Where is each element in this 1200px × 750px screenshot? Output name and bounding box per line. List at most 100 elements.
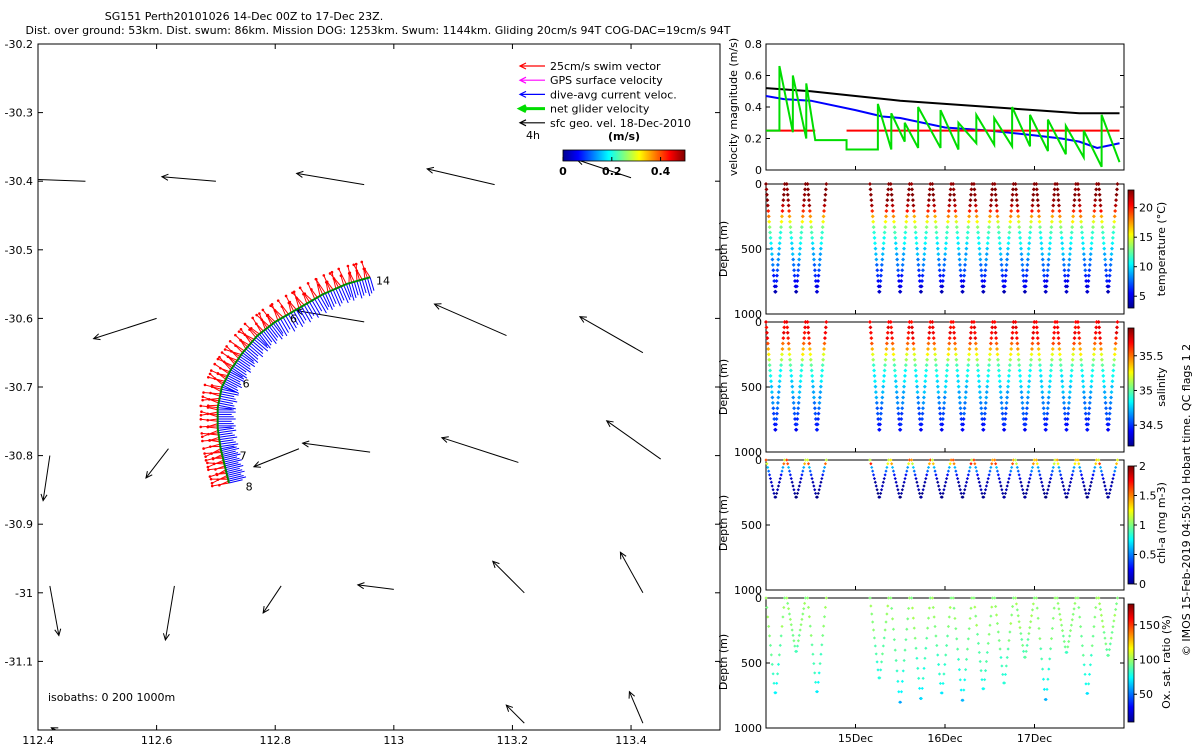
profile-point [1027, 235, 1032, 240]
profile-point [1107, 273, 1112, 278]
profile-point [927, 462, 931, 466]
profile-point [808, 352, 813, 357]
profile-point [1055, 325, 1060, 330]
profile-point [1090, 476, 1094, 481]
profile-point [936, 480, 940, 484]
profile-point [777, 241, 782, 246]
profile-point [992, 320, 997, 324]
profile-point [1015, 208, 1020, 213]
dac-vector [229, 371, 245, 380]
dac-vector [253, 338, 269, 352]
profile-point [988, 341, 993, 346]
profile-point [914, 379, 919, 384]
profile-point [976, 368, 981, 373]
swim-vector-head [211, 456, 215, 460]
profile-point [1042, 687, 1046, 691]
profile-point [1011, 187, 1016, 192]
profile-point [937, 406, 942, 411]
swim-vector-head [237, 330, 241, 333]
profile-point [1101, 373, 1106, 378]
profile-point [1002, 422, 1007, 427]
profile-point [1109, 252, 1114, 257]
profile-point [1098, 336, 1103, 341]
dac-vector [272, 323, 284, 337]
profile-point [1025, 257, 1030, 262]
profile-point [785, 458, 789, 462]
profile-point [931, 330, 936, 335]
profile-point [822, 336, 827, 341]
panel-x-tick-label: 16Dec [927, 732, 962, 745]
profile-point [1007, 368, 1012, 373]
dac-vector [225, 463, 241, 469]
profile-point [994, 613, 999, 617]
profile-point [968, 192, 973, 197]
profile-point [1103, 484, 1107, 488]
profile-point [879, 406, 884, 411]
profile-point [873, 390, 878, 395]
profile-point [1068, 384, 1073, 389]
profile-point [1047, 384, 1052, 389]
profile-point [870, 346, 875, 351]
profile-point [892, 230, 897, 235]
profile-point [1046, 677, 1050, 681]
profile-point [1100, 363, 1105, 368]
profile-point [771, 406, 776, 411]
profile-point [792, 639, 796, 643]
profile-point [822, 198, 827, 203]
profile-point [767, 225, 772, 230]
profile-point [1016, 352, 1021, 357]
swim-vector-head [208, 439, 212, 442]
profile-point [956, 246, 961, 251]
profile-point [957, 252, 962, 257]
profile-point [1048, 379, 1053, 384]
swim-vector [211, 384, 222, 388]
profile-point [819, 480, 823, 484]
profile-point [884, 208, 889, 213]
profile-point [787, 214, 792, 219]
profile-point [771, 268, 776, 273]
profile-point [1031, 602, 1035, 606]
profile-point [884, 469, 888, 473]
profile-point [926, 208, 931, 213]
profile-point [771, 488, 775, 492]
profile-point [1085, 289, 1090, 294]
profile-point [1087, 672, 1092, 676]
profile-point [785, 330, 790, 335]
profile-point [997, 476, 1001, 481]
profile-point [885, 192, 890, 197]
profile-point [1085, 284, 1090, 289]
profile-point [1043, 289, 1048, 294]
profile-point [1106, 289, 1111, 294]
profile-point [951, 596, 955, 600]
profile-point [891, 469, 896, 473]
profile-point [1085, 422, 1090, 427]
profile-point [1061, 395, 1066, 400]
profile-point [997, 638, 1001, 643]
profile-point [780, 624, 784, 629]
profile-point [1014, 198, 1019, 203]
profile-point [1111, 230, 1116, 235]
profile-point [1112, 219, 1117, 224]
profile-point [808, 469, 812, 473]
profile-point [1053, 458, 1057, 462]
sfc-vector-head [578, 316, 587, 323]
profile-point [1092, 208, 1097, 213]
profile-point [1045, 491, 1049, 496]
profile-point [920, 686, 924, 691]
swim-vector [240, 340, 247, 350]
profile-point [1078, 214, 1083, 219]
profile-point [768, 643, 773, 647]
profile-point [1044, 284, 1049, 289]
dac-vector [324, 293, 333, 310]
dac-vector [277, 320, 288, 337]
profile-point [1014, 325, 1019, 330]
profile-point [930, 182, 935, 186]
profile-point [1079, 225, 1084, 230]
profile-point [1106, 284, 1111, 289]
profile-point [874, 257, 879, 262]
profile-point [764, 320, 768, 324]
swim-vector-head [223, 348, 227, 351]
profile-point [1027, 480, 1031, 484]
profile-point [1005, 484, 1009, 488]
profile-point [903, 476, 907, 481]
